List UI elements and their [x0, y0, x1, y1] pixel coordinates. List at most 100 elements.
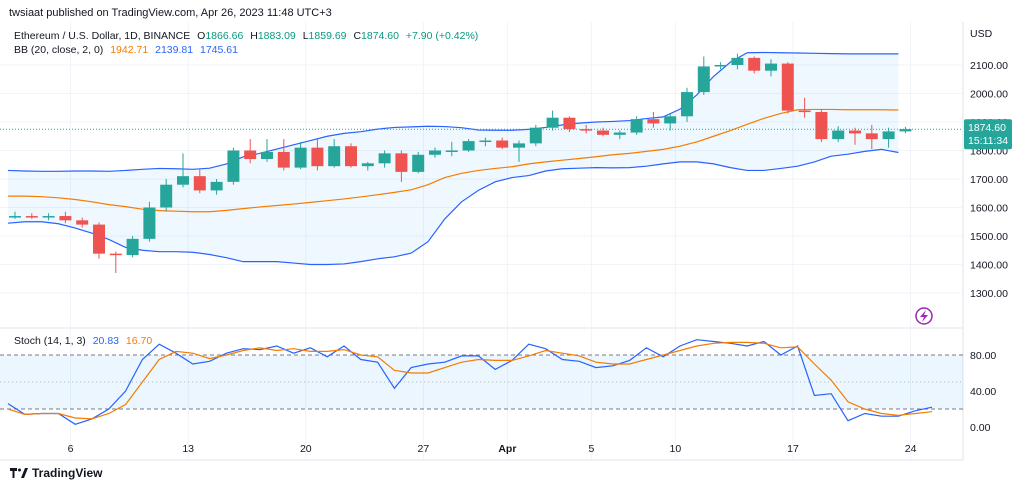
candle-body — [93, 224, 105, 254]
candle-body — [445, 150, 458, 152]
bb-band-fill — [8, 52, 899, 265]
time-tick-label: 24 — [905, 443, 917, 455]
time-tick-label: 27 — [418, 443, 430, 455]
time-tick-label: 5 — [588, 443, 594, 455]
candle-body — [361, 163, 374, 167]
candle-body — [899, 129, 912, 132]
price-tick-label: 1300.00 — [970, 288, 1008, 300]
ohlc-high-value: 1883.09 — [257, 30, 296, 42]
bb-basis-line — [8, 108, 899, 213]
candle-body — [261, 151, 273, 160]
stoch-k-line — [7, 339, 933, 425]
candle-body — [647, 119, 660, 124]
time-tick-label: 17 — [787, 443, 799, 455]
tradingview-logo-icon — [10, 468, 28, 478]
bb-lines — [7, 51, 899, 266]
publisher-info: twsiaat published on TradingView.com, Ap… — [9, 7, 332, 19]
candle-body — [832, 130, 845, 140]
bolt-glyph-icon — [920, 310, 928, 322]
candle-body — [529, 127, 542, 144]
price-tick-label: 2000.00 — [970, 89, 1008, 101]
last-price-label: 1874.60 — [968, 122, 1006, 134]
tradingview-brand-label: TradingView — [32, 466, 103, 480]
stoch-tick-label: 40.00 — [970, 386, 996, 398]
candle-body — [160, 184, 173, 208]
stoch-k-value: 20.83 — [92, 335, 119, 347]
candle-body — [311, 147, 324, 167]
stoch-legend: Stoch (14, 1, 3) 20.83 16.70 — [14, 335, 156, 347]
time-tick-label: 13 — [182, 443, 194, 455]
currency-label: USD — [970, 28, 993, 40]
stoch-d-value: 16.70 — [125, 335, 153, 347]
bb-lower-value: 1745.61 — [200, 44, 238, 56]
stoch-d-line — [7, 341, 933, 420]
candle-body — [815, 112, 828, 140]
bb-indicator-label[interactable]: BB (20, close, 2, 0) — [14, 44, 104, 56]
stoch-tick-label: 0.00 — [970, 422, 991, 434]
candle-body — [781, 63, 794, 111]
bb-legend: BB (20, close, 2, 0) 1942.71 2139.81 174… — [14, 44, 242, 56]
bb-lower-line — [7, 148, 899, 266]
ohlc-low-value: 1859.69 — [308, 30, 347, 42]
candle-body — [714, 65, 727, 67]
candle-body — [697, 66, 710, 93]
time-tick-label: 10 — [670, 443, 682, 455]
ohlc-low-label: L — [302, 30, 309, 42]
candle-body — [849, 130, 861, 134]
candle-body — [126, 238, 139, 256]
ohlc-open-value: 1866.66 — [205, 30, 244, 42]
candle-body — [513, 143, 525, 148]
bb-upper-line — [7, 51, 899, 172]
candle-body — [25, 216, 38, 218]
last-price-badge — [964, 119, 1012, 150]
candle-body — [865, 133, 878, 140]
price-tick-label: 2100.00 — [970, 60, 1008, 72]
candle-body — [42, 216, 55, 218]
bb-fill — [8, 52, 899, 265]
candle-body — [412, 154, 425, 172]
time-tick-label: Apr — [498, 443, 516, 455]
price-tick-label: 1700.00 — [970, 174, 1008, 186]
candle-body — [462, 141, 475, 151]
candle-body — [244, 150, 257, 160]
candle-body — [143, 207, 156, 239]
price-tick-label: 1400.00 — [970, 260, 1008, 272]
candle-body — [9, 216, 21, 218]
price-tick-label: 1500.00 — [970, 231, 1008, 243]
chart-axes: 2100.002000.001900.001800.001700.001600.… — [0, 28, 1012, 455]
candle-body — [546, 117, 559, 128]
candle-body — [613, 132, 626, 135]
alert-bolt-icon — [915, 307, 933, 325]
bb-basis-value: 1942.71 — [110, 44, 149, 56]
candle-body — [76, 220, 89, 225]
ohlc-close-label: C — [353, 30, 362, 42]
candle-body — [294, 147, 307, 168]
candle-body — [210, 181, 223, 191]
ohlc-close-value: 1874.60 — [361, 30, 399, 42]
time-tick-label: 20 — [300, 443, 312, 455]
candle-body — [681, 92, 693, 117]
candle-body — [395, 153, 408, 172]
candle-body — [798, 110, 811, 113]
stoch-panel — [0, 339, 963, 425]
price-change: +7.90 (+0.42%) — [405, 30, 479, 42]
stoch-tick-label: 80.00 — [970, 350, 996, 362]
candle-body — [630, 119, 643, 133]
countdown-label: 15:11:34 — [968, 135, 1008, 147]
candle-body — [496, 140, 509, 148]
candle-body — [563, 117, 576, 130]
candle-body — [378, 153, 391, 164]
candle-body — [429, 150, 441, 155]
time-tick-label: 6 — [68, 443, 74, 455]
stoch-indicator-label[interactable]: Stoch (14, 1, 3) — [14, 335, 86, 347]
tradingview-brand[interactable]: TradingView — [10, 466, 102, 480]
symbol-legend: Ethereum / U.S. Dollar, 1D, BINANCE O186… — [14, 30, 482, 42]
candle-body — [765, 63, 777, 71]
candle-body — [109, 253, 122, 256]
symbol-name[interactable]: Ethereum / U.S. Dollar, 1D, BINANCE — [14, 30, 191, 42]
price-tick-label: 1600.00 — [970, 203, 1008, 215]
candle-body — [597, 130, 609, 135]
candle-body — [345, 146, 357, 167]
candle-body — [664, 116, 677, 124]
